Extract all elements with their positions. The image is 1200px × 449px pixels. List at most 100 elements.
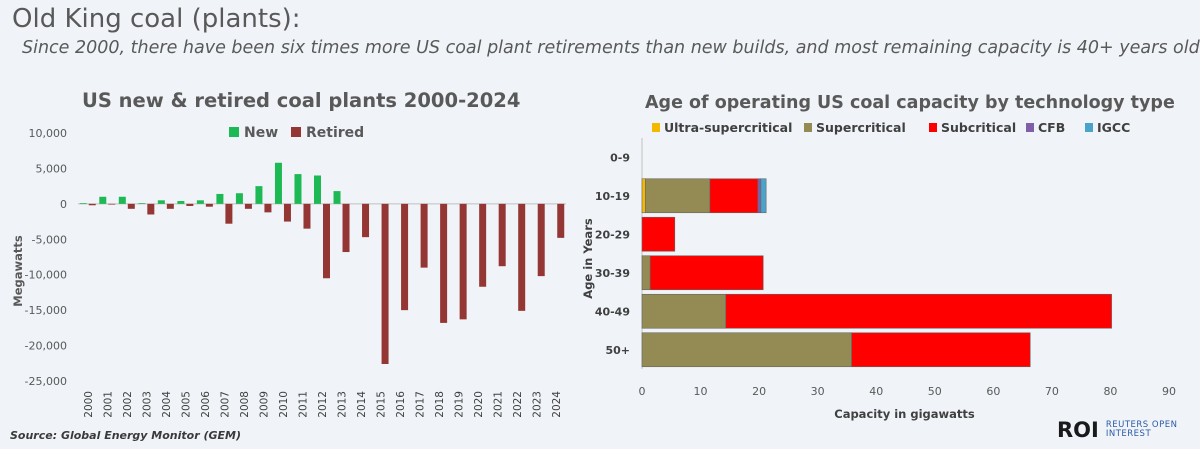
x-tick-label: 10 <box>694 385 708 398</box>
x-tick-label: 2002 <box>122 391 134 418</box>
bar-subcritical <box>725 293 1112 329</box>
legend-swatch-new <box>229 127 239 137</box>
bar-subcritical <box>641 216 676 252</box>
new-bar <box>235 193 243 204</box>
x-tick-label: 2007 <box>219 391 231 418</box>
x-tick-label: 50 <box>928 385 942 398</box>
legend-swatch-cfb <box>1026 123 1034 132</box>
x-tick-label: 2008 <box>239 391 251 418</box>
x-tick-label: 60 <box>986 385 1000 398</box>
x-tick-label: 2010 <box>278 391 290 418</box>
retired-bar <box>186 203 194 206</box>
x-tick-label: 2018 <box>434 391 446 418</box>
retired-bar <box>381 203 389 364</box>
bar-supercritical <box>641 332 852 368</box>
x-tick-label: 0 <box>639 385 646 398</box>
y-axis-label: Age in Years <box>581 218 595 299</box>
retired-bar <box>440 203 448 323</box>
x-tick-label: 2000 <box>83 391 95 418</box>
bar-ultra-supercritical <box>641 178 646 214</box>
retired-bar <box>147 203 155 215</box>
legend-swatch-subcritical <box>929 123 937 132</box>
legend-label-new: New <box>244 125 278 141</box>
y-tick-label: 50+ <box>605 344 630 357</box>
x-tick-label: 30 <box>811 385 825 398</box>
retired-bar <box>518 203 526 311</box>
legend-swatch-retired <box>291 127 301 137</box>
page-subtitle: Since 2000, there have been six times mo… <box>22 38 1200 58</box>
y-tick-label: 30-39 <box>595 267 630 280</box>
x-tick-label: 2016 <box>395 391 407 418</box>
new-bar <box>118 196 126 204</box>
x-tick-label: 2006 <box>200 391 212 418</box>
logo-line-2: INTEREST <box>1105 429 1152 439</box>
y-tick-label: 0-9 <box>610 151 630 164</box>
logo-line-1: REUTERS OPEN <box>1105 420 1178 430</box>
x-tick-label: 2017 <box>415 391 427 418</box>
roi-logo: ROI REUTERS OPEN INTEREST <box>1057 418 1178 442</box>
x-tick-label: 2024 <box>551 391 563 418</box>
y-tick-label: 0 <box>60 198 67 211</box>
retired-bar <box>362 203 370 238</box>
retired-bar <box>537 203 545 277</box>
right-chart-title: Age of operating US coal capacity by tec… <box>645 93 1175 113</box>
retired-bar <box>88 203 96 206</box>
y-tick-label: -10,000 <box>25 269 67 282</box>
legend-label-retired: Retired <box>306 125 364 141</box>
new-bar <box>294 174 302 204</box>
x-tick-label: 2015 <box>376 391 388 418</box>
x-tick-label: 2004 <box>161 391 173 418</box>
legend-label-supercritical: Supercritical <box>816 120 906 135</box>
x-tick-label: 2005 <box>180 391 192 418</box>
bar-supercritical <box>641 255 651 291</box>
x-tick-label: 20 <box>752 385 766 398</box>
y-tick-label: 5,000 <box>36 162 68 175</box>
retired-bar <box>127 203 135 209</box>
source-note: Source: Global Energy Monitor (GEM) <box>10 429 242 442</box>
new-bar <box>196 200 204 204</box>
x-tick-label: 2021 <box>493 391 505 418</box>
legend-swatch-ultra-supercritical <box>652 123 660 132</box>
bar-subcritical <box>709 178 759 214</box>
y-tick-label: 20-29 <box>595 228 630 241</box>
capacity-age-bar-chart: 0 10 20 30 40 50 60 70 80 90 Capacity in gigawatts… <box>581 120 1176 421</box>
x-tick-label: 2003 <box>141 391 153 418</box>
retired-bar <box>205 203 213 207</box>
x-axis-label: Capacity in gigawatts <box>834 407 975 421</box>
new-retired-bar-chart: 10,000 5,000 0 -5,000 -10,000 -15,000 -20,000 -… <box>11 125 566 418</box>
new-bar <box>157 200 165 204</box>
bar-igcc <box>760 178 767 214</box>
retired-bar <box>264 203 272 213</box>
legend-label-cfb: CFB <box>1038 120 1065 135</box>
retired-bar <box>420 203 428 268</box>
y-axis-label: Megawatts <box>11 235 25 307</box>
bar-subcritical <box>851 332 1031 368</box>
left-legend: New Retired <box>229 125 364 141</box>
x-tick-label: 2013 <box>337 391 349 418</box>
retired-bar <box>283 203 291 222</box>
new-bar <box>333 191 341 204</box>
legend-swatch-igcc <box>1085 123 1093 132</box>
retired-bar <box>108 203 116 205</box>
retired-bar <box>459 203 467 320</box>
new-bar <box>255 186 263 204</box>
new-bar <box>138 203 146 204</box>
bar-supercritical <box>645 178 711 214</box>
new-bar <box>99 196 107 204</box>
retired-bar <box>342 203 350 253</box>
retired-bar <box>225 203 233 224</box>
x-tick-label: 2012 <box>317 391 329 418</box>
new-bar <box>314 175 321 204</box>
bar-cfb <box>757 178 762 214</box>
right-legend: Ultra-supercritical Supercritical Subcriti… <box>652 120 1130 135</box>
y-tick-label: -20,000 <box>25 340 67 353</box>
new-bar <box>79 203 87 204</box>
retired-bar <box>401 203 409 311</box>
legend-label-ultra-supercritical: Ultra-supercritical <box>664 120 792 135</box>
new-bar <box>216 193 224 204</box>
retired-bar <box>303 203 311 229</box>
x-tick-label: 2011 <box>297 391 309 418</box>
logo-text: REUTERS OPEN INTEREST <box>1106 421 1178 439</box>
retired-bar <box>557 203 565 238</box>
left-chart-title: US new & retired coal plants 2000-2024 <box>82 89 521 112</box>
